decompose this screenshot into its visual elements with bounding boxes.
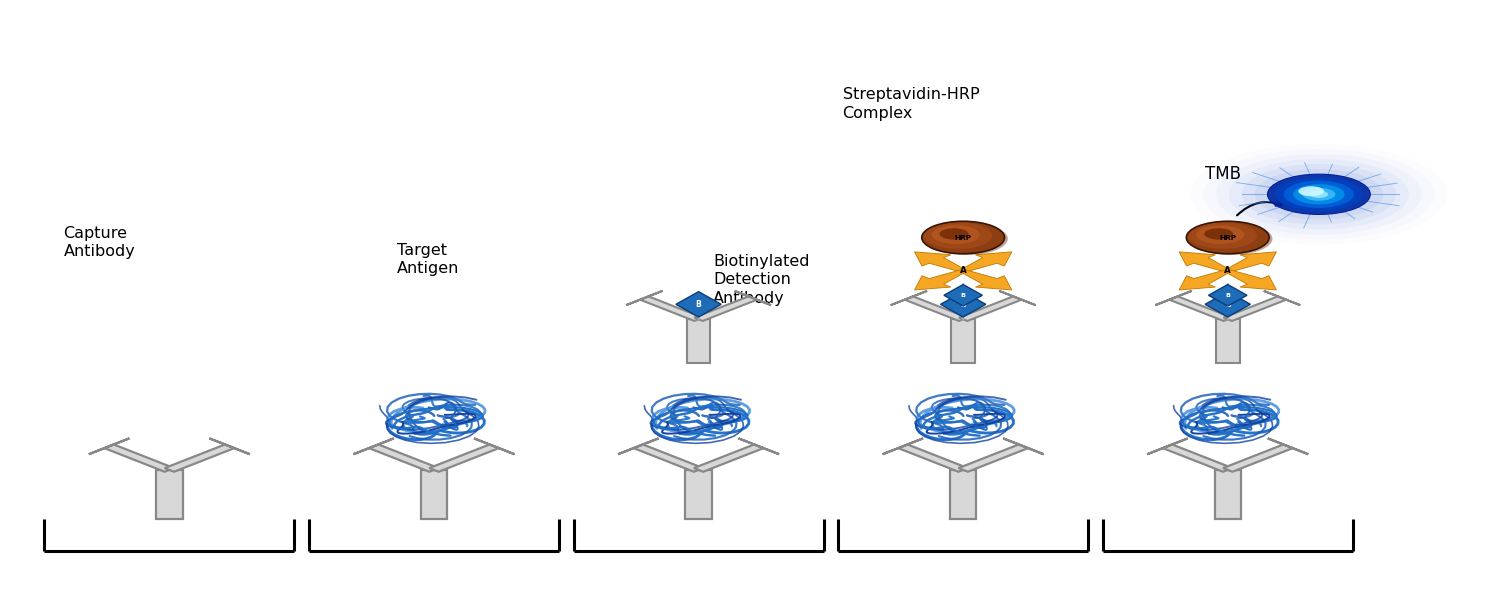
Circle shape [1204, 228, 1233, 239]
Polygon shape [1179, 270, 1230, 290]
Polygon shape [1170, 296, 1232, 321]
Polygon shape [904, 296, 968, 321]
Polygon shape [882, 439, 922, 454]
Text: B: B [960, 293, 966, 298]
Circle shape [1284, 181, 1354, 208]
Polygon shape [999, 291, 1035, 305]
Polygon shape [1209, 284, 1246, 306]
Polygon shape [626, 291, 663, 305]
Polygon shape [1162, 445, 1233, 472]
Circle shape [1310, 191, 1328, 198]
Text: HRP: HRP [954, 235, 972, 241]
Polygon shape [687, 319, 711, 364]
Polygon shape [1204, 292, 1251, 317]
Polygon shape [429, 445, 500, 472]
Polygon shape [915, 252, 966, 272]
Text: Capture
Antibody: Capture Antibody [63, 226, 135, 259]
Text: A: A [960, 266, 966, 275]
Circle shape [939, 228, 969, 239]
Polygon shape [1268, 439, 1308, 454]
Polygon shape [1226, 252, 1276, 272]
Polygon shape [694, 445, 764, 472]
Text: Biotinylated
Detection
Antibody: Biotinylated Detection Antibody [714, 254, 810, 306]
Polygon shape [960, 270, 1012, 290]
Text: TMB: TMB [1206, 165, 1242, 183]
Circle shape [924, 222, 992, 249]
Polygon shape [1179, 252, 1230, 272]
Polygon shape [951, 319, 975, 364]
Circle shape [1197, 225, 1245, 244]
Polygon shape [369, 445, 438, 472]
Circle shape [1299, 186, 1324, 196]
Polygon shape [738, 439, 778, 454]
Text: Target
Antigen: Target Antigen [398, 243, 459, 277]
Polygon shape [1226, 270, 1276, 290]
Text: HRP: HRP [1220, 235, 1236, 241]
Circle shape [1190, 223, 1272, 255]
Circle shape [1186, 221, 1269, 254]
Circle shape [1190, 222, 1257, 249]
Circle shape [922, 221, 1005, 254]
Polygon shape [165, 445, 234, 472]
Polygon shape [354, 439, 395, 454]
Polygon shape [105, 445, 174, 472]
Polygon shape [950, 470, 976, 519]
Polygon shape [618, 439, 658, 454]
Text: Streptavidin-HRP
Complex: Streptavidin-HRP Complex [843, 88, 980, 121]
Polygon shape [940, 292, 986, 317]
Polygon shape [686, 470, 712, 519]
Polygon shape [1004, 439, 1044, 454]
Polygon shape [210, 439, 251, 454]
Polygon shape [898, 445, 968, 472]
Polygon shape [694, 296, 758, 321]
Polygon shape [735, 291, 771, 305]
Text: B: B [1226, 300, 1230, 309]
Polygon shape [958, 296, 1022, 321]
Polygon shape [1216, 319, 1239, 364]
Polygon shape [1264, 291, 1300, 305]
Polygon shape [676, 292, 722, 317]
Polygon shape [474, 439, 514, 454]
Polygon shape [88, 439, 129, 454]
Polygon shape [915, 270, 966, 290]
Polygon shape [1155, 291, 1191, 305]
Polygon shape [960, 252, 1012, 272]
Polygon shape [1222, 445, 1293, 472]
Text: A: A [1224, 266, 1232, 275]
Text: B: B [1226, 293, 1230, 298]
Polygon shape [420, 470, 447, 519]
Polygon shape [156, 470, 183, 519]
Circle shape [1268, 174, 1371, 214]
Polygon shape [891, 291, 927, 305]
Polygon shape [1215, 470, 1240, 519]
Polygon shape [1148, 439, 1188, 454]
Polygon shape [640, 296, 704, 321]
Circle shape [1293, 184, 1344, 205]
Circle shape [1302, 188, 1335, 201]
Polygon shape [633, 445, 704, 472]
Circle shape [926, 223, 1008, 255]
Polygon shape [1224, 296, 1286, 321]
Circle shape [1254, 169, 1383, 220]
Text: B: B [960, 300, 966, 309]
Circle shape [1275, 177, 1362, 211]
Polygon shape [944, 284, 982, 306]
Text: B: B [696, 300, 702, 309]
Circle shape [932, 225, 980, 244]
Polygon shape [958, 445, 1028, 472]
